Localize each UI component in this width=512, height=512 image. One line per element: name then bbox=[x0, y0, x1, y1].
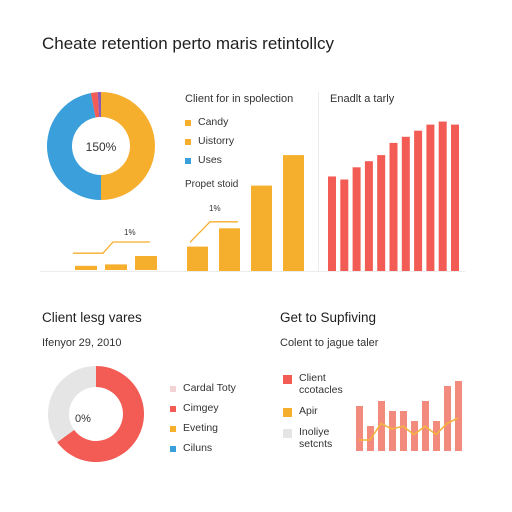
legend-label: Candy bbox=[198, 116, 229, 128]
top-right-bar-0 bbox=[328, 176, 336, 271]
legend-swatch bbox=[170, 406, 176, 412]
bottom-left-title: Client lesg vares bbox=[42, 310, 142, 325]
top-right-bar-9 bbox=[438, 121, 447, 271]
top-mid-bar-2 bbox=[251, 185, 272, 271]
legend-swatch bbox=[170, 446, 176, 452]
bottom-right-bar-2 bbox=[378, 401, 385, 451]
top-small-line bbox=[73, 241, 150, 254]
bottom-right-bar-0 bbox=[356, 406, 363, 451]
legend-swatch bbox=[283, 429, 292, 438]
bottom-right-legend-item: Inoliye setcnts bbox=[283, 426, 343, 450]
legend-swatch bbox=[283, 375, 292, 384]
bottom-right-legend-item: Apir bbox=[283, 405, 343, 417]
top-small-bar-2 bbox=[135, 256, 157, 270]
legend-swatch bbox=[170, 386, 176, 392]
top-donut-center-label: 150% bbox=[86, 140, 117, 154]
legend-swatch bbox=[283, 408, 292, 417]
top-right-bar-4 bbox=[377, 155, 386, 271]
top-legend-item: Uses bbox=[185, 154, 234, 166]
top-right-bar-2 bbox=[352, 167, 361, 271]
top-legend: Candy Uistorry Uses bbox=[185, 116, 234, 173]
bottom-right-bar-8 bbox=[444, 386, 451, 451]
top-small-label-2: 1% bbox=[209, 204, 221, 213]
top-mid-bar-1 bbox=[219, 228, 240, 271]
bottom-right-bar-5 bbox=[411, 421, 418, 451]
top-right-bar-6 bbox=[401, 136, 410, 271]
bottom-legend-item: Eveting bbox=[170, 422, 236, 434]
bottom-right-subtitle: Colent to jague taler bbox=[280, 337, 379, 349]
legend-label: Eveting bbox=[183, 422, 219, 434]
top-right-bar-7 bbox=[414, 130, 423, 271]
top-right-bar-chart bbox=[328, 121, 459, 271]
legend-label: Inoliye setcnts bbox=[299, 426, 333, 450]
bottom-legend-item: Cimgey bbox=[170, 402, 236, 414]
bottom-donut-slice-1 bbox=[48, 366, 96, 443]
legend-label: Ciluns bbox=[183, 442, 213, 454]
legend-swatch bbox=[185, 120, 191, 126]
bottom-left-subtitle: Ifenyor 29, 2010 bbox=[42, 337, 122, 349]
top-small-bar-1 bbox=[105, 264, 127, 270]
top-right-bar-5 bbox=[389, 142, 398, 271]
top-right-bar-8 bbox=[426, 124, 435, 271]
top-donut-slice-0 bbox=[101, 92, 155, 200]
bottom-right-bar-7 bbox=[433, 421, 440, 451]
legend-label: Uistorry bbox=[198, 135, 235, 147]
baseline bbox=[40, 271, 465, 272]
bottom-right-legend-item: Client ccotacles bbox=[283, 372, 343, 396]
legend-label: Cimgey bbox=[183, 402, 219, 414]
top-right-bar-3 bbox=[364, 161, 373, 271]
bottom-legend: Cardal Toty Cimgey Eveting Ciluns bbox=[170, 382, 236, 462]
bottom-right-bar-line-chart bbox=[356, 381, 462, 451]
top-legend-item: Candy bbox=[185, 116, 234, 128]
legend-swatch bbox=[185, 139, 191, 145]
top-donut-slice-2 bbox=[90, 92, 100, 118]
top-small-label-1: 1% bbox=[124, 228, 136, 237]
top-small-line-bar-chart bbox=[73, 241, 157, 270]
legend-label: Apir bbox=[299, 405, 318, 417]
bottom-right-line bbox=[359, 417, 459, 441]
top-right-bar-10 bbox=[451, 124, 459, 271]
bottom-right-title: Get to Supfiving bbox=[280, 310, 377, 325]
bottom-donut-slice-0 bbox=[57, 366, 144, 462]
top-mid-line bbox=[189, 221, 238, 243]
bottom-legend-item: Ciluns bbox=[170, 442, 236, 454]
page-title: Cheate retention perto maris retintollcy bbox=[42, 34, 334, 53]
top-legend-item: Uistorry bbox=[185, 135, 234, 147]
legend-label: Uses bbox=[198, 154, 222, 166]
bottom-donut-chart: 0% bbox=[48, 366, 144, 462]
top-sub-label: Propet stoid bbox=[185, 179, 239, 190]
top-mid-bar-chart bbox=[187, 155, 304, 271]
bottom-legend-item: Cardal Toty bbox=[170, 382, 236, 394]
top-small-bar-0 bbox=[75, 265, 97, 270]
top-right-bar-1 bbox=[340, 179, 349, 271]
legend-swatch bbox=[170, 426, 176, 432]
divider bbox=[318, 92, 319, 272]
bottom-donut-center-label: 0% bbox=[75, 413, 91, 425]
legend-label: Cardal Toty bbox=[183, 382, 236, 394]
legend-swatch bbox=[185, 158, 191, 164]
bottom-right-legend: Client ccotacles Apir Inoliye setcnts bbox=[283, 372, 343, 459]
top-donut-chart: 150% bbox=[46, 92, 155, 200]
bottom-right-bar-4 bbox=[400, 411, 407, 451]
bottom-right-bar-9 bbox=[455, 381, 462, 451]
top-donut-slice-3 bbox=[97, 92, 101, 118]
bottom-right-bar-3 bbox=[389, 411, 396, 451]
top-right-title: Enadlt a tarly bbox=[330, 93, 395, 105]
top-legend-title: Client for in spolection bbox=[185, 93, 294, 105]
top-donut-slice-1 bbox=[46, 92, 101, 200]
top-mid-bar-3 bbox=[283, 155, 304, 271]
legend-label: Client ccotacles bbox=[299, 372, 343, 396]
top-mid-bar-0 bbox=[187, 246, 208, 271]
